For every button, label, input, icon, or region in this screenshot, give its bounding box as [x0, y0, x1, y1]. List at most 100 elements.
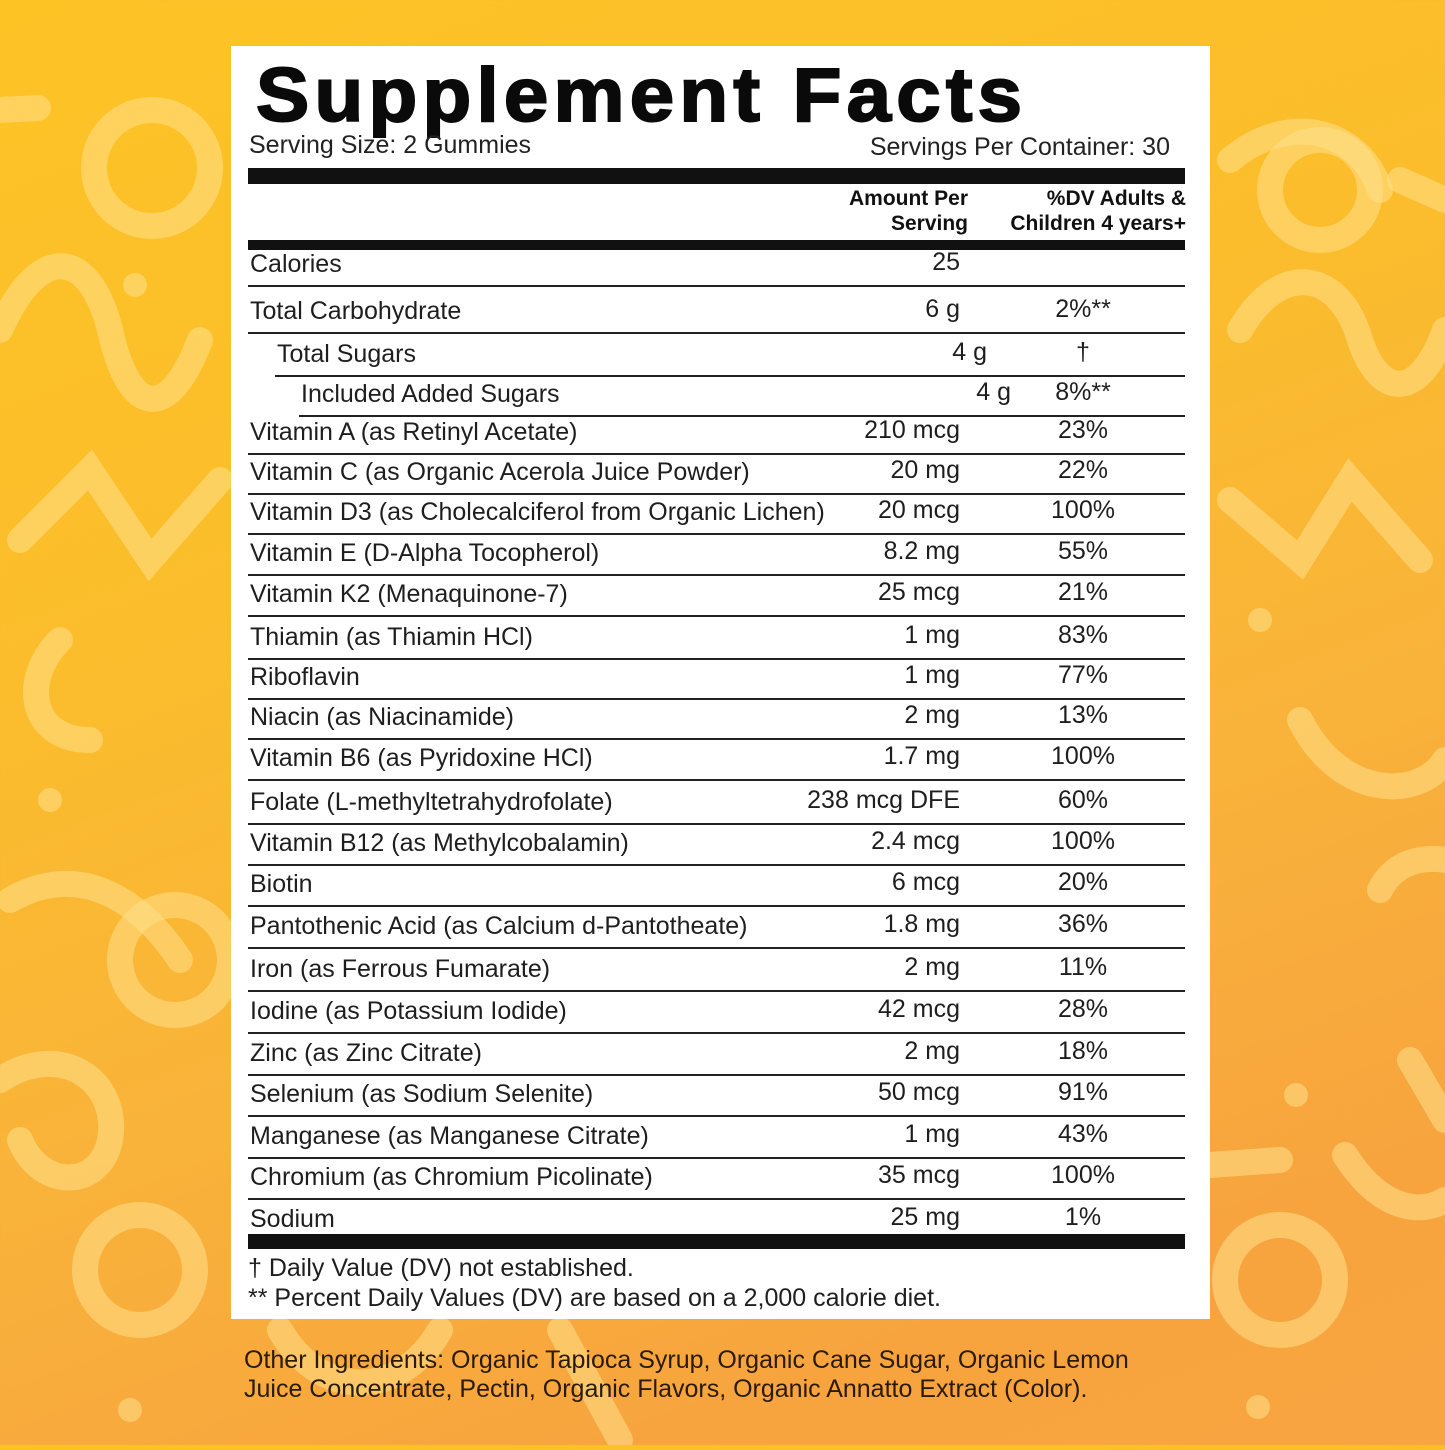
nutrient-amount: 2 mg	[904, 701, 960, 729]
table-row: Calories 25	[248, 248, 1185, 287]
nutrient-dv: 28%	[1057, 995, 1109, 1023]
nutrient-amount: 210 mcg	[864, 416, 960, 444]
table-row: Zinc (as Zinc Citrate) 2 mg 18%	[248, 1034, 1185, 1076]
dv-header-line2: Children 4 years+	[1010, 212, 1186, 235]
nutrient-dv: 100%	[1051, 1161, 1115, 1189]
nutrient-amount: 50 mcg	[878, 1078, 960, 1106]
nutrient-name: Thiamin (as Thiamin HCl)	[250, 623, 533, 651]
footnotes: † Daily Value (DV) not established. ** P…	[248, 1253, 941, 1313]
daily-value-header: %DV Adults & Children 4 years+	[986, 186, 1186, 236]
nutrient-name: Manganese (as Manganese Citrate)	[250, 1122, 649, 1150]
nutrient-dv: 100%	[1051, 496, 1115, 524]
table-row: Manganese (as Manganese Citrate) 1 mg 43%	[248, 1117, 1185, 1159]
nutrient-amount: 8.2 mg	[883, 537, 960, 565]
nutrient-dv: 55%	[1057, 537, 1109, 565]
nutrient-name: Vitamin B6 (as Pyridoxine HCl)	[250, 744, 593, 772]
nutrient-amount: 1.8 mg	[883, 910, 960, 938]
nutrient-dv: 21%	[1057, 578, 1109, 606]
dv-header-line1: %DV Adults &	[1046, 187, 1186, 210]
nutrient-dv: 13%	[1057, 701, 1109, 729]
nutrient-amount: 2.4 mcg	[871, 827, 960, 855]
nutrient-dv: 11%	[1058, 953, 1108, 981]
nutrient-dv: 91%	[1057, 1078, 1109, 1106]
nutrient-amount: 42 mcg	[878, 995, 960, 1023]
table-row: Total Sugars 4 g †	[275, 334, 1185, 377]
other-ingredients-line1: Other Ingredients: Organic Tapioca Syrup…	[244, 1346, 1129, 1374]
table-row: Pantothenic Acid (as Calcium d-Pantothea…	[248, 907, 1185, 949]
nutrient-dv: 36%	[1057, 910, 1109, 938]
nutrient-amount: 1 mg	[904, 621, 960, 649]
nutrient-name: Riboflavin	[250, 663, 360, 691]
nutrient-name: Vitamin B12 (as Methylcobalamin)	[250, 829, 629, 857]
amount-header-line2: Serving	[890, 212, 968, 235]
nutrient-amount: 2 mg	[904, 1037, 960, 1065]
table-row: Vitamin A (as Retinyl Acetate) 210 mcg 23%	[248, 416, 1185, 455]
table-row: Biotin 6 mcg 20%	[248, 866, 1185, 907]
nutrient-name: Vitamin D3 (as Cholecalciferol from Orga…	[250, 498, 825, 526]
nutrient-amount: 1 mg	[904, 1120, 960, 1148]
table-row: Iron (as Ferrous Fumarate) 2 mg 11%	[248, 949, 1185, 992]
nutrient-dv: 60%	[1057, 786, 1109, 814]
nutrient-amount: 6 mcg	[891, 868, 960, 896]
nutrient-dv: †	[1076, 338, 1090, 366]
nutrient-name: Chromium (as Chromium Picolinate)	[250, 1163, 653, 1191]
table-row: Vitamin E (D-Alpha Tocopherol) 8.2 mg 55%	[248, 535, 1185, 576]
nutrient-name: Zinc (as Zinc Citrate)	[250, 1039, 482, 1067]
nutrient-name: Vitamin K2 (Menaquinone-7)	[250, 580, 568, 608]
amount-header-line1: Amount Per	[848, 187, 968, 210]
nutrient-amount: 2 mg	[904, 953, 960, 981]
nutrient-amount: 1 mg	[904, 661, 960, 689]
nutrient-name: Sodium	[250, 1205, 335, 1233]
nutrient-dv: 100%	[1051, 742, 1115, 770]
nutrient-name: Included Added Sugars	[301, 380, 560, 408]
footnote-dagger: † Daily Value (DV) not established.	[248, 1254, 634, 1282]
nutrient-name: Niacin (as Niacinamide)	[250, 703, 514, 731]
nutrient-dv: 22%	[1057, 456, 1109, 484]
nutrient-amount: 20 mcg	[878, 496, 960, 524]
nutrient-dv: 100%	[1051, 827, 1115, 855]
other-ingredients-line2: Juice Concentrate, Pectin, Organic Flavo…	[244, 1375, 1088, 1403]
nutrient-name: Iodine (as Potassium Iodide)	[250, 997, 567, 1025]
nutrient-name: Vitamin C (as Organic Acerola Juice Powd…	[250, 458, 750, 486]
nutrient-dv: 83%	[1057, 621, 1109, 649]
panel-title: Supplement Facts	[255, 52, 1028, 139]
nutrient-amount: 25	[932, 248, 960, 276]
nutrient-dv: 23%	[1057, 416, 1109, 444]
nutrient-amount: 4 g	[952, 338, 987, 366]
nutrient-amount: 6 g	[925, 295, 960, 323]
amount-per-serving-header: Amount Per Serving	[791, 186, 968, 236]
table-row: Total Carbohydrate 6 g 2%**	[248, 287, 1185, 334]
nutrient-amount: 25 mg	[890, 1203, 960, 1231]
table-row: Vitamin B6 (as Pyridoxine HCl) 1.7 mg 100%	[248, 740, 1185, 781]
nutrient-amount: 25 mcg	[878, 578, 960, 606]
nutrient-name: Folate (L-methyltetrahydrofolate)	[250, 788, 613, 816]
supplement-facts-panel: Supplement Facts Serving Size: 2 Gummies…	[231, 46, 1210, 1319]
table-row: Vitamin D3 (as Cholecalciferol from Orga…	[248, 495, 1185, 535]
table-row: Chromium (as Chromium Picolinate) 35 mcg 1…	[248, 1159, 1185, 1200]
table-row: Vitamin C (as Organic Acerola Juice Powd…	[248, 455, 1185, 495]
nutrient-name: Biotin	[250, 870, 313, 898]
nutrient-amount: 238 mcg DFE	[807, 786, 960, 814]
servings-per-container: Servings Per Container: 30	[869, 133, 1170, 161]
table-row: Riboflavin 1 mg 77%	[248, 660, 1185, 700]
table-row: Iodine (as Potassium Iodide) 42 mcg 28%	[248, 992, 1185, 1034]
bottom-rule	[248, 1234, 1185, 1249]
nutrient-dv: 1%	[1064, 1203, 1102, 1231]
nutrient-amount: 4 g	[976, 378, 1011, 406]
nutrient-name: Iron (as Ferrous Fumarate)	[250, 955, 551, 983]
nutrient-amount: 20 mg	[890, 456, 960, 484]
table-row: Vitamin K2 (Menaquinone-7) 25 mcg 21%	[248, 576, 1185, 617]
serving-size: Serving Size: 2 Gummies	[249, 131, 532, 159]
nutrient-name: Pantothenic Acid (as Calcium d-Pantothea…	[250, 912, 748, 940]
nutrient-name: Vitamin E (D-Alpha Tocopherol)	[250, 539, 600, 567]
top-rule	[248, 168, 1185, 184]
nutrient-amount: 1.7 mg	[883, 742, 960, 770]
nutrient-dv: 77%	[1057, 661, 1109, 689]
nutrient-name: Total Sugars	[277, 340, 416, 368]
nutrient-name: Vitamin A (as Retinyl Acetate)	[250, 418, 578, 446]
footnote-double-asterisk: ** Percent Daily Values (DV) are based o…	[248, 1284, 941, 1312]
nutrient-dv: 18%	[1057, 1037, 1109, 1065]
nutrient-dv: 43%	[1057, 1120, 1109, 1148]
nutrient-dv: 20%	[1057, 868, 1109, 896]
other-ingredients: Other Ingredients: Organic Tapioca Syrup…	[244, 1346, 1204, 1404]
